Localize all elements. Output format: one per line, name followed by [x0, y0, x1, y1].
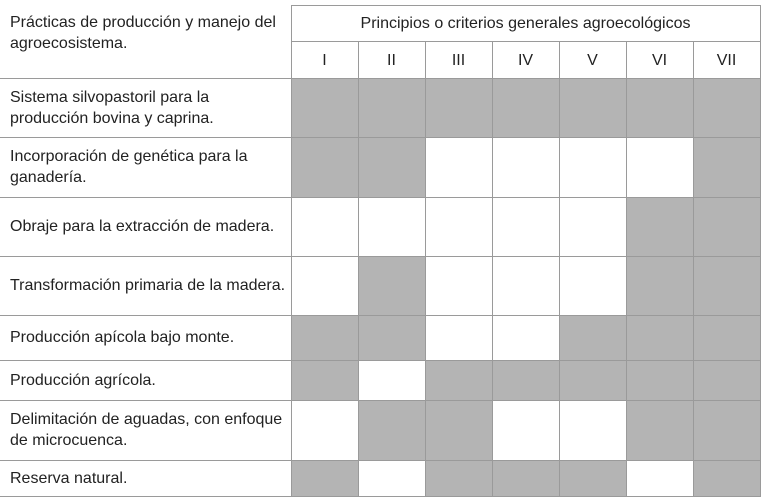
shaded-cell — [693, 400, 760, 460]
rule — [291, 5, 760, 6]
shaded-cell — [358, 400, 425, 460]
shaded-cell — [626, 256, 693, 315]
column-header: III — [451, 51, 466, 69]
row-label: Transformación primaria de la madera. — [10, 277, 286, 294]
shaded-cell — [559, 78, 626, 137]
shaded-cell — [358, 137, 425, 197]
shaded-cell — [693, 460, 760, 496]
shaded-cell — [425, 460, 492, 496]
shaded-cell — [626, 360, 693, 400]
column-header: VII — [716, 51, 737, 69]
rule — [626, 41, 627, 496]
rule — [492, 41, 493, 496]
shaded-cell — [358, 256, 425, 315]
column-header: V — [587, 51, 598, 69]
shaded-cell — [693, 360, 760, 400]
shaded-cell — [559, 315, 626, 360]
shaded-cell — [291, 460, 358, 496]
row-label: Delimitación de aguadas, con enfoque de … — [10, 411, 283, 449]
shaded-cell — [358, 315, 425, 360]
shaded-cell — [425, 400, 492, 460]
rule — [0, 78, 761, 79]
shaded-cell — [626, 400, 693, 460]
rule — [0, 315, 761, 316]
shaded-cell — [693, 197, 760, 256]
shaded-cell — [291, 360, 358, 400]
rule — [0, 137, 761, 138]
shaded-cell — [626, 315, 693, 360]
rule — [559, 41, 560, 496]
column-header: I — [322, 51, 327, 69]
shaded-cell — [358, 78, 425, 137]
shaded-cell — [693, 315, 760, 360]
row-label: Sistema silvopastoril para la producción… — [10, 88, 214, 127]
rule — [0, 400, 761, 401]
rule — [0, 496, 761, 497]
shaded-cell — [492, 460, 559, 496]
row-label: Obraje para la extracción de madera. — [10, 218, 275, 235]
corner-header: Prácticas de producción y manejo del agr… — [10, 14, 276, 52]
group-header: Principios o criterios generales agroeco… — [360, 14, 691, 32]
shaded-cell — [693, 256, 760, 315]
column-header: VI — [651, 51, 668, 69]
rule — [0, 460, 761, 461]
shaded-cell — [291, 137, 358, 197]
shaded-cell — [291, 315, 358, 360]
rule — [291, 5, 292, 496]
shaded-cell — [291, 78, 358, 137]
rule — [291, 41, 760, 42]
rule — [358, 41, 359, 496]
row-label: Producción apícola bajo monte. — [10, 329, 235, 346]
shaded-cell — [425, 360, 492, 400]
rule — [0, 256, 761, 257]
shaded-cell — [693, 137, 760, 197]
rule — [760, 5, 761, 496]
row-label: Incorporación de genética para la ganade… — [10, 148, 248, 186]
shaded-cell — [626, 78, 693, 137]
rule — [0, 197, 761, 198]
shaded-cell — [492, 360, 559, 400]
rule — [425, 41, 426, 496]
shaded-cell — [492, 78, 559, 137]
row-label: Reserva natural. — [10, 469, 128, 487]
shaded-cell — [626, 197, 693, 256]
shaded-cell — [693, 78, 760, 137]
column-header: IV — [517, 51, 534, 69]
shaded-cell — [559, 460, 626, 496]
row-label: Producción agrícola. — [10, 371, 156, 389]
shaded-cell — [559, 360, 626, 400]
rule — [0, 360, 761, 361]
shaded-cell — [425, 78, 492, 137]
column-header: II — [387, 51, 396, 69]
rule — [693, 41, 694, 496]
